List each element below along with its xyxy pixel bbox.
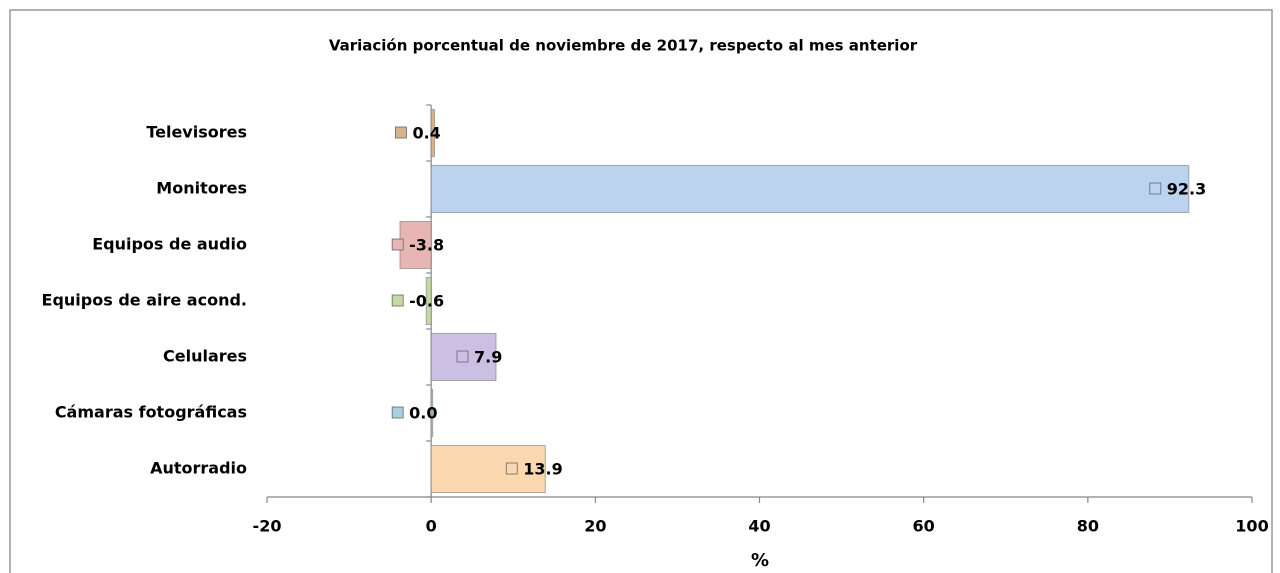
x-tick-label: 60 <box>913 517 935 536</box>
data-label: 0.4 <box>412 124 440 143</box>
label-marker <box>456 350 469 363</box>
y-tick-label: Celulares <box>163 347 247 366</box>
label-marker <box>391 406 404 419</box>
y-tick-label: Cámaras fotográficas <box>55 403 247 422</box>
chart-title: Variación porcentual de noviembre de 201… <box>329 37 918 55</box>
x-tick-label: 100 <box>1235 517 1268 536</box>
x-tick-label: -20 <box>253 517 282 536</box>
label-marker <box>505 462 518 475</box>
y-tick-label: Equipos de aire acond. <box>42 291 247 310</box>
x-tick-label: 20 <box>584 517 606 536</box>
chart-frame <box>9 9 1273 573</box>
y-tick-label: Monitores <box>156 179 247 198</box>
y-tick-label: Autorradio <box>150 459 247 478</box>
data-label: 7.9 <box>474 348 502 367</box>
y-tick-label: Equipos de audio <box>92 235 247 254</box>
x-tick-label: 80 <box>1077 517 1099 536</box>
data-label: 0.0 <box>409 404 437 423</box>
bar <box>430 164 1190 214</box>
bar <box>425 276 432 326</box>
label-marker <box>391 294 404 307</box>
bar <box>430 108 435 158</box>
label-marker <box>395 126 407 139</box>
bar <box>430 444 546 494</box>
data-label: 13.9 <box>523 460 562 479</box>
x-axis-label: % <box>751 550 769 571</box>
x-tick-label: 0 <box>426 517 437 536</box>
data-label: -0.6 <box>409 292 444 311</box>
y-tick-label: Televisores <box>146 123 247 142</box>
x-tick-label: 40 <box>748 517 770 536</box>
data-label: -3.8 <box>409 236 444 255</box>
data-label: 92.3 <box>1167 180 1206 199</box>
label-marker <box>1149 182 1162 195</box>
bar <box>430 388 434 438</box>
label-marker <box>391 238 404 251</box>
bar <box>399 220 432 270</box>
